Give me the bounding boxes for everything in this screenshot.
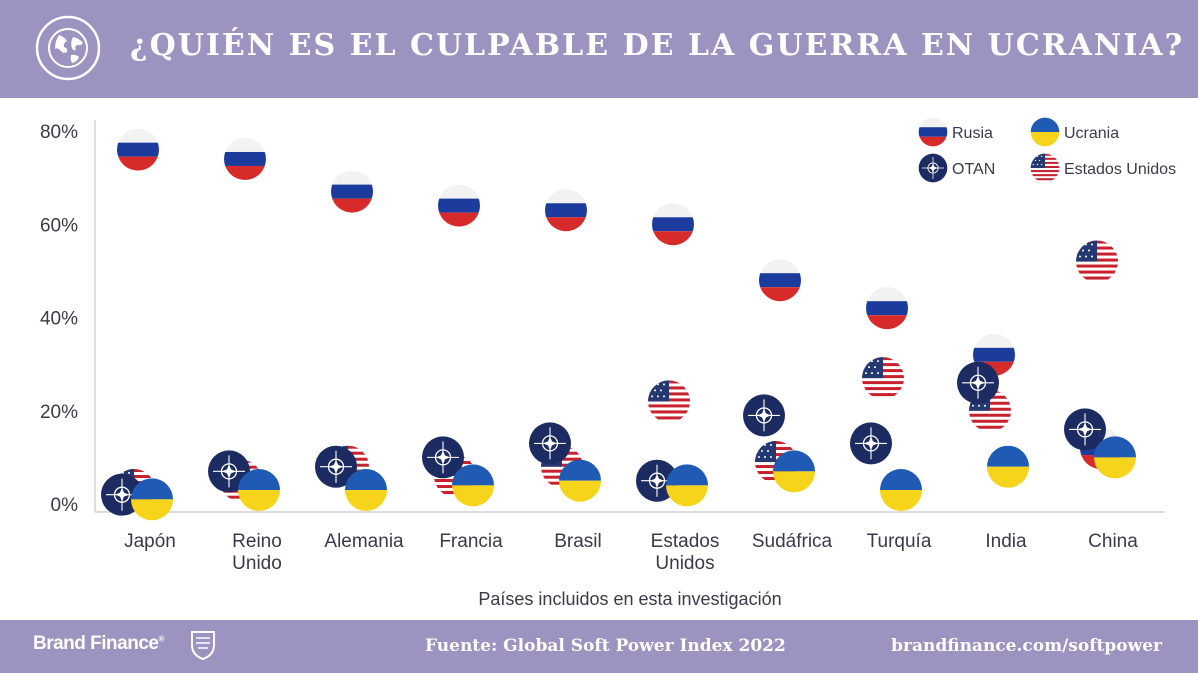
x-tick-label: Sudáfrica [752, 531, 833, 552]
crest-icon [191, 631, 215, 660]
y-tick-label: 40% [40, 309, 78, 330]
legend: Rusia Ucrania OTAN Estados Unidos [918, 117, 1176, 183]
y-tick-label: 20% [40, 402, 78, 423]
point-russia-flag [330, 170, 374, 214]
point-russia-flag [116, 128, 160, 172]
point-russia-flag [544, 188, 588, 232]
point-ukraine-flag [986, 445, 1030, 489]
point-russia-flag [437, 184, 481, 228]
x-tick-label: Turquía [867, 531, 932, 552]
point-usa-flag [861, 356, 905, 400]
brand-registered-mark: ® [158, 634, 164, 644]
header-bar: ¿QUIÉN ES EL CULPABLE DE LA GUERRA EN UC… [0, 0, 1198, 98]
legend-label: Rusia [952, 125, 993, 142]
point-russia-flag [223, 137, 267, 181]
y-tick-label: 80% [40, 122, 78, 143]
x-tick-label: Alemania [324, 531, 404, 552]
legend-label: OTAN [952, 161, 995, 178]
brand-logo: Brand Finance® [33, 633, 164, 655]
y-tick-label: 60% [40, 215, 78, 236]
y-tick-label: 0% [51, 495, 79, 516]
website-link[interactable]: brandfinance.com/softpower [891, 636, 1162, 656]
x-tick-label: China [1088, 531, 1138, 552]
legend-label: Ucrania [1064, 125, 1119, 142]
legend-nato-flag [918, 153, 948, 183]
x-tick-label: Reino Unido [232, 531, 282, 574]
x-tick-label: Brasil [554, 531, 602, 552]
source-note: Fuente: Global Soft Power Index 2022 [425, 636, 786, 656]
chart-area: 0% 20% 40% 60% 80% Japón Reino Unido Alemania Fr… [40, 98, 1176, 609]
point-ukraine-flag [879, 468, 923, 512]
chart-title: ¿QUIÉN ES EL CULPABLE DE LA GUERRA EN UC… [130, 28, 1185, 63]
x-tick-label: India [985, 531, 1027, 552]
point-russia-flag [865, 286, 909, 330]
point-nato-flag [849, 421, 893, 465]
x-axis-label: Países incluidos en esta investigación [478, 589, 781, 609]
x-tick-label: Francia [439, 531, 503, 552]
legend-usa-flag [1030, 153, 1060, 183]
globe-icon [35, 15, 101, 81]
point-russia-flag [651, 202, 695, 246]
legend-russia-flag [918, 117, 948, 147]
x-tick-label: Japón [124, 531, 176, 552]
x-tick-label: Estados Unidos [651, 531, 720, 574]
legend-label: Estados Unidos [1064, 161, 1176, 178]
point-usa-flag [1075, 240, 1119, 284]
brand-name: Brand Finance [33, 633, 159, 654]
legend-ukraine-flag [1030, 117, 1060, 147]
footer-bar: Brand Finance® Fuente: Global Soft Power… [0, 620, 1198, 673]
point-russia-flag [758, 258, 802, 302]
point-nato-flag [742, 393, 786, 437]
point-usa-flag [647, 379, 691, 423]
